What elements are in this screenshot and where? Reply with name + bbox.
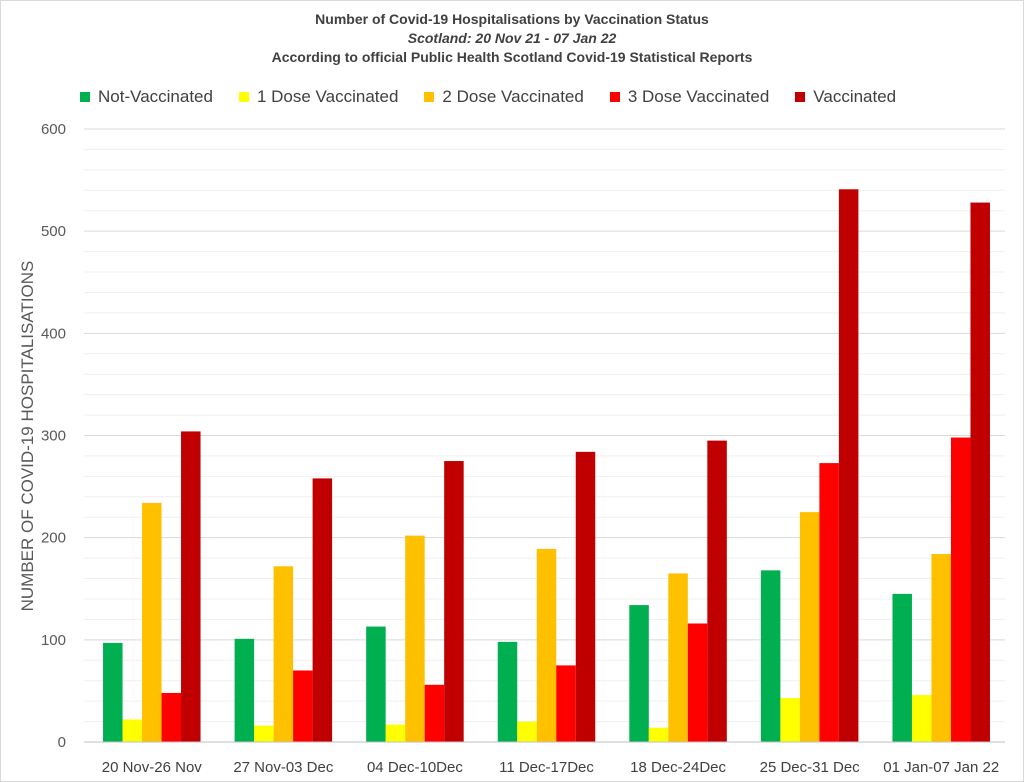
bar-2-dose-vaccinated-2: [405, 535, 425, 742]
bar-2-dose-vaccinated-0: [142, 502, 162, 742]
x-tick-label: 01 Jan-07 Jan 22: [883, 759, 999, 776]
y-tick-label: 100: [41, 632, 66, 649]
y-tick-label: 400: [41, 325, 66, 342]
chart-title: Number of Covid-19 Hospitalisations by V…: [315, 11, 709, 27]
legend-label: 3 Dose Vaccinated: [627, 87, 770, 106]
bar-3-dose-vaccinated-6: [950, 437, 971, 742]
legend-swatch: [424, 92, 435, 102]
legend-swatch: [238, 92, 249, 102]
x-axis-ticks: 20 Nov-26 Nov 27 Nov-03 Dec 04 Dec-10Dec 11…: [102, 759, 999, 776]
x-tick-label: 11 Dec-17Dec: [499, 759, 594, 776]
legend-item: 1 Dose Vaccinated: [238, 87, 399, 107]
bar-vaccinated-0: [181, 431, 201, 742]
legend-label: Vaccinated: [813, 87, 897, 106]
bar-1-dose-vaccinated-0: [122, 719, 143, 742]
chart-titles: Number of Covid-19 Hospitalisations by V…: [0, 10, 1024, 67]
bar-1-dose-vaccinated-3: [517, 721, 537, 742]
bar-not-vaccinated-0: [103, 642, 123, 742]
y-tick-label: 600: [41, 121, 66, 138]
x-tick-label: 04 Dec-10Dec: [367, 759, 463, 776]
bar-vaccinated-6: [970, 202, 990, 742]
legend-label: 1 Dose Vaccinated: [256, 87, 399, 106]
y-tick-label: 500: [41, 223, 66, 240]
bar-not-vaccinated-5: [760, 570, 781, 742]
y-tick-label: 300: [41, 428, 66, 445]
legend-item: 3 Dose Vaccinated: [609, 87, 770, 107]
bar-not-vaccinated-4: [629, 605, 649, 742]
bar-vaccinated-4: [707, 440, 727, 742]
y-axis-ticks: 0 100 200 300 400 500 600: [41, 121, 66, 751]
bar-2-dose-vaccinated-3: [536, 548, 557, 742]
bar-1-dose-vaccinated-1: [254, 725, 274, 742]
bar-2-dose-vaccinated-4: [668, 573, 688, 742]
bar-3-dose-vaccinated-1: [293, 670, 313, 742]
bar-not-vaccinated-2: [366, 626, 386, 742]
y-tick-label: 200: [41, 530, 66, 547]
bar-3-dose-vaccinated-2: [424, 684, 445, 742]
x-tick-label: 25 Dec-31 Dec: [760, 759, 861, 776]
bar-2-dose-vaccinated-6: [931, 554, 951, 742]
bar-vaccinated-3: [575, 451, 596, 742]
bar-not-vaccinated-6: [892, 593, 912, 742]
bar-vaccinated-2: [444, 461, 464, 742]
bar-2-dose-vaccinated-1: [273, 566, 294, 742]
legend-item: 2 Dose Vaccinated: [424, 87, 584, 107]
bar-1-dose-vaccinated-5: [780, 698, 800, 742]
y-tick-label: 0: [58, 734, 66, 751]
legend-label: Not-Vaccinated: [98, 87, 213, 106]
bar-3-dose-vaccinated-5: [819, 463, 839, 742]
bar-1-dose-vaccinated-6: [911, 695, 932, 742]
legend-swatch: [795, 92, 806, 102]
x-tick-label: 18 Dec-24Dec: [630, 759, 726, 776]
bar-3-dose-vaccinated-3: [556, 665, 576, 742]
x-tick-label: 27 Nov-03 Dec: [233, 759, 334, 776]
x-tick-label: 20 Nov-26 Nov: [102, 759, 203, 776]
legend-swatch: [80, 92, 90, 102]
bar-1-dose-vaccinated-2: [385, 724, 406, 742]
chart-subtitle-source: According to official Public Health Scot…: [271, 49, 753, 65]
legend-item: Not-Vaccinated: [80, 87, 213, 107]
legend-label: 2 Dose Vaccinated: [442, 87, 584, 106]
chart-legend: Not-Vaccinated 1 Dose Vaccinated 2 Dose Va…: [80, 86, 922, 108]
bar-vaccinated-5: [838, 189, 859, 743]
bar-2-dose-vaccinated-5: [799, 512, 820, 742]
legend-item: Vaccinated: [795, 87, 896, 107]
bars: [103, 189, 990, 743]
chart-subtitle: Scotland: 20 Nov 21 - 07 Jan 22: [407, 30, 617, 46]
bar-3-dose-vaccinated-0: [161, 692, 182, 742]
bar-3-dose-vaccinated-4: [687, 623, 708, 742]
bar-not-vaccinated-3: [497, 641, 518, 742]
legend-swatch: [609, 92, 620, 102]
bar-not-vaccinated-1: [234, 638, 255, 742]
bar-1-dose-vaccinated-4: [648, 727, 669, 742]
bar-vaccinated-1: [312, 478, 333, 742]
y-axis-label: NUMBER OF COVID-19 HOSPITALISATIONS: [18, 261, 37, 612]
